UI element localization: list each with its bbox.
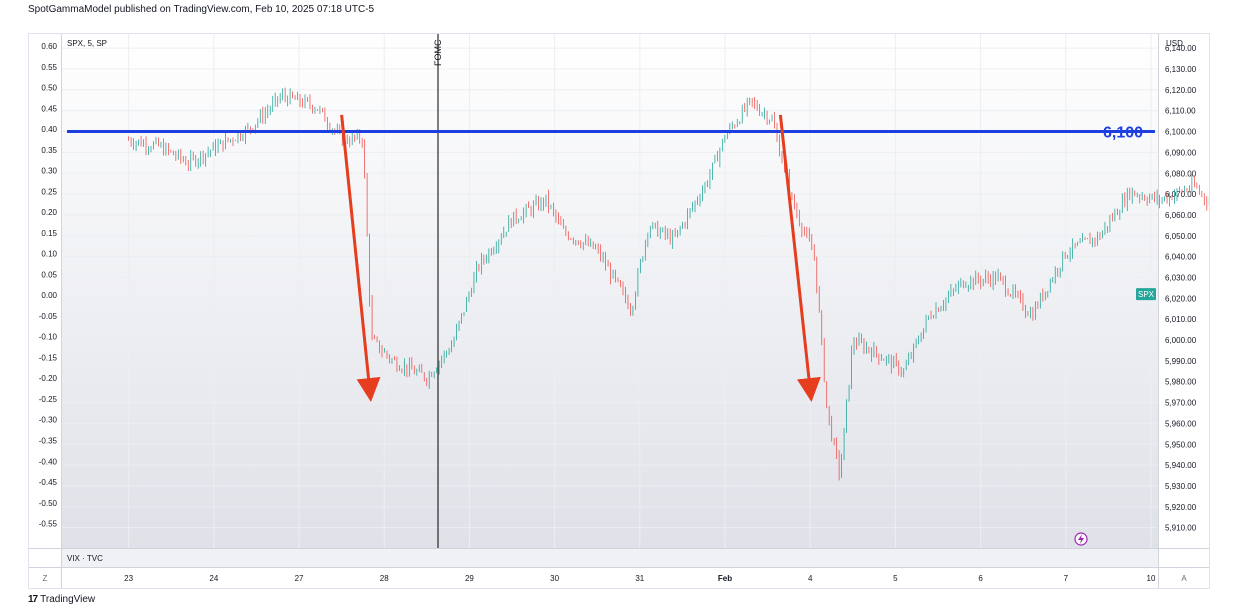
right-axis-tick: 6,100.00 — [1165, 128, 1197, 137]
left-axis-tick: -0.25 — [39, 395, 58, 404]
x-axis-tick: 27 — [295, 574, 304, 583]
lower-pane[interactable] — [62, 549, 1158, 567]
brand-name: TradingView — [40, 594, 96, 605]
right-axis-tick: 6,070.00 — [1165, 190, 1197, 199]
right-axis[interactable]: 6,140.00 6,130.00 6,120.00 6,110.00 6,100.00… — [1165, 44, 1197, 532]
right-axis-tick: 5,970.00 — [1165, 399, 1197, 408]
left-axis-tick: 0.05 — [41, 270, 57, 279]
left-axis-tick: 0.15 — [41, 229, 57, 238]
left-axis-tick: -0.35 — [39, 436, 58, 445]
right-axis-tick: 6,080.00 — [1165, 169, 1197, 178]
left-axis-tick: -0.20 — [39, 374, 58, 383]
left-axis-tick: -0.15 — [39, 353, 58, 362]
right-axis-tick: 5,990.00 — [1165, 357, 1197, 366]
left-axis-tick: 0.60 — [41, 42, 57, 51]
level-label: 6,100 — [1103, 125, 1143, 142]
x-axis-tick: 24 — [209, 574, 218, 583]
left-axis-tick: -0.10 — [39, 333, 58, 342]
trend-arrow — [778, 114, 821, 402]
currency-label: USD — [1166, 39, 1183, 48]
right-axis-tick: 6,060.00 — [1165, 211, 1197, 220]
right-axis-tick: 5,980.00 — [1165, 378, 1197, 387]
auto-scale-right-button[interactable]: A — [1181, 574, 1187, 583]
x-axis-tick: 5 — [893, 574, 898, 583]
right-axis-tick: 6,090.00 — [1165, 148, 1197, 157]
trend-arrows — [340, 114, 821, 403]
right-axis-tick: 6,120.00 — [1165, 86, 1197, 95]
left-axis-tick: 0.40 — [41, 125, 57, 134]
spx-badge-label: SPX — [1138, 290, 1155, 299]
left-axis-tick: 0.00 — [41, 291, 57, 300]
x-axis-tick: 30 — [550, 574, 559, 583]
x-axis-tick: 31 — [635, 574, 644, 583]
x-axis-tick: 7 — [1064, 574, 1069, 583]
left-axis-tick: 0.30 — [41, 167, 57, 176]
lower-pane-label: VIX · TVC — [67, 554, 103, 563]
left-axis-tick: -0.40 — [39, 457, 58, 466]
left-axis[interactable]: 0.60 0.55 0.50 0.45 0.40 0.35 0.30 0.25 0.20 0.15… — [39, 42, 58, 529]
spx-price-badge[interactable]: SPX — [1136, 288, 1156, 301]
right-axis-tick: 6,010.00 — [1165, 315, 1197, 324]
x-axis-tick: 6 — [978, 574, 983, 583]
right-axis-tick: 6,000.00 — [1165, 336, 1197, 345]
right-axis-tick: 5,940.00 — [1165, 461, 1197, 470]
trend-arrow — [340, 114, 381, 403]
x-axis-tick: 23 — [124, 574, 133, 583]
auto-scale-left-button[interactable]: Z — [43, 574, 48, 583]
left-axis-tick: 0.10 — [41, 250, 57, 259]
left-axis-tick: -0.50 — [39, 499, 58, 508]
left-axis-tick: 0.25 — [41, 187, 57, 196]
x-axis-tick: 29 — [465, 574, 474, 583]
chart-frame[interactable]: 0.60 0.55 0.50 0.45 0.40 0.35 0.30 0.25 0.20 0.15… — [28, 33, 1235, 589]
right-axis-tick: 6,140.00 — [1165, 44, 1197, 53]
price-chart[interactable]: 0.60 0.55 0.50 0.45 0.40 0.35 0.30 0.25 0.20 0.15… — [29, 34, 1235, 588]
left-axis-tick: -0.05 — [39, 312, 58, 321]
tradingview-logo-icon: 17 — [28, 594, 38, 605]
publication-attribution: SpotGammaModel published on TradingView.… — [28, 4, 375, 15]
right-axis-tick: 6,110.00 — [1165, 107, 1196, 116]
right-axis-tick: 6,050.00 — [1165, 232, 1197, 241]
right-axis-tick: 5,960.00 — [1165, 419, 1197, 428]
x-axis-tick: 10 — [1147, 574, 1156, 583]
left-axis-tick: 0.55 — [41, 63, 57, 72]
right-axis-tick: 5,950.00 — [1165, 440, 1197, 449]
right-axis-tick: 5,930.00 — [1165, 482, 1197, 491]
right-axis-tick: 6,030.00 — [1165, 273, 1197, 282]
symbol-label: SPX, 5, SP — [67, 39, 107, 48]
lightning-icon[interactable] — [1074, 532, 1088, 546]
right-axis-tick: 6,040.00 — [1165, 253, 1197, 262]
right-axis-tick: 5,910.00 — [1165, 524, 1197, 533]
left-axis-tick: 0.45 — [41, 104, 57, 113]
left-axis-tick: 0.20 — [41, 208, 57, 217]
right-axis-tick: 6,130.00 — [1165, 65, 1197, 74]
left-axis-tick: -0.55 — [39, 520, 58, 529]
tradingview-brand[interactable]: 17 TradingView — [28, 594, 95, 605]
x-axis-tick: Feb — [718, 574, 732, 583]
grid-lines — [62, 34, 1158, 548]
main-pane[interactable] — [62, 34, 1158, 548]
right-axis-tick: 5,920.00 — [1165, 503, 1197, 512]
x-axis-tick: 28 — [380, 574, 389, 583]
left-axis-tick: -0.30 — [39, 416, 58, 425]
right-axis-tick: 6,020.00 — [1165, 294, 1197, 303]
left-axis-tick: 0.35 — [41, 146, 57, 155]
left-axis-tick: 0.50 — [41, 84, 57, 93]
fomc-label: FOMC — [433, 39, 443, 66]
left-axis-tick: -0.45 — [39, 478, 58, 487]
time-axis[interactable]: 23 24 27 28 29 30 31 Feb 4 5 6 7 10 — [124, 574, 1156, 583]
x-axis-tick: 4 — [808, 574, 813, 583]
